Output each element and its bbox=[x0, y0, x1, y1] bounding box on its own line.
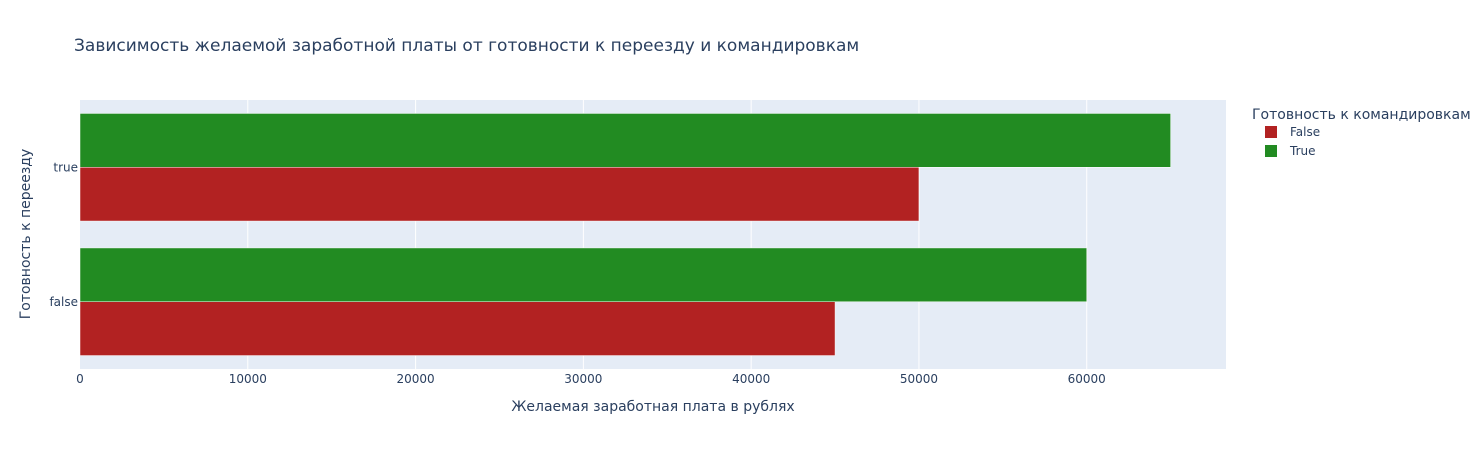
x-axis-title: Желаемая заработная плата в рублях bbox=[511, 399, 794, 415]
legend-swatch-true bbox=[1265, 145, 1277, 157]
legend-label-false: False bbox=[1290, 125, 1320, 139]
x-tick-label: 40000 bbox=[732, 372, 770, 386]
bars bbox=[79, 113, 1171, 356]
legend-swatch-false bbox=[1265, 126, 1277, 138]
x-tick-labels: 0 10000 20000 30000 40000 50000 60000 bbox=[76, 372, 1106, 386]
legend: Готовность к командировкам False True bbox=[1252, 107, 1471, 158]
chart-title: Зависимость желаемой заработной платы от… bbox=[74, 36, 859, 56]
bar-false-false bbox=[79, 301, 836, 356]
x-tick-label: 20000 bbox=[396, 372, 434, 386]
x-tick-label: 50000 bbox=[900, 372, 938, 386]
y-tick-label: false bbox=[49, 295, 78, 309]
x-tick-label: 60000 bbox=[1068, 372, 1106, 386]
y-tick-labels: false true bbox=[49, 160, 78, 309]
bar-false-true bbox=[79, 167, 920, 222]
legend-title: Готовность к командировкам bbox=[1252, 107, 1471, 123]
x-tick-label: 0 bbox=[76, 372, 84, 386]
legend-label-true: True bbox=[1289, 144, 1316, 158]
y-axis-title: Готовность к переезду bbox=[18, 149, 34, 320]
bar-true-false bbox=[79, 247, 1087, 302]
x-tick-label: 30000 bbox=[564, 372, 602, 386]
y-tick-label: true bbox=[53, 160, 78, 174]
x-tick-label: 10000 bbox=[229, 372, 267, 386]
bar-true-true bbox=[79, 113, 1171, 168]
